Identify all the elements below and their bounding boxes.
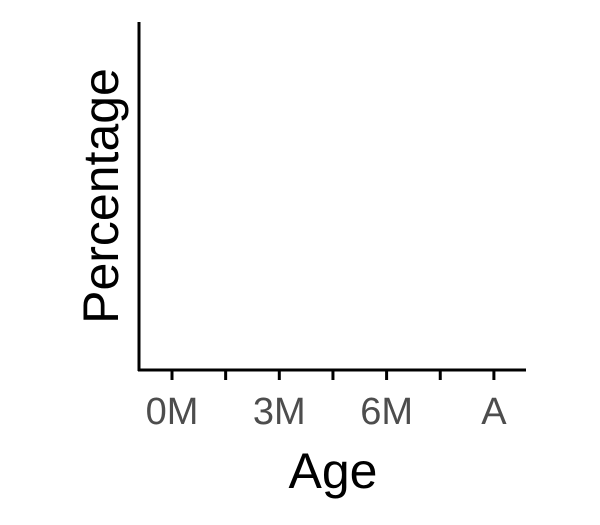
y-axis-title: Percentage <box>73 68 129 324</box>
x-axis-tick-labels: 0M 3M 6M A <box>146 391 508 433</box>
x-tick-label-A: A <box>481 391 507 433</box>
x-tick-label-0M: 0M <box>146 391 199 433</box>
x-axis-ticks <box>170 370 496 380</box>
x-axis-title: Age <box>289 443 378 499</box>
x-tick-label-3M: 3M <box>253 391 306 433</box>
x-tick-label-6M: 6M <box>360 391 413 433</box>
